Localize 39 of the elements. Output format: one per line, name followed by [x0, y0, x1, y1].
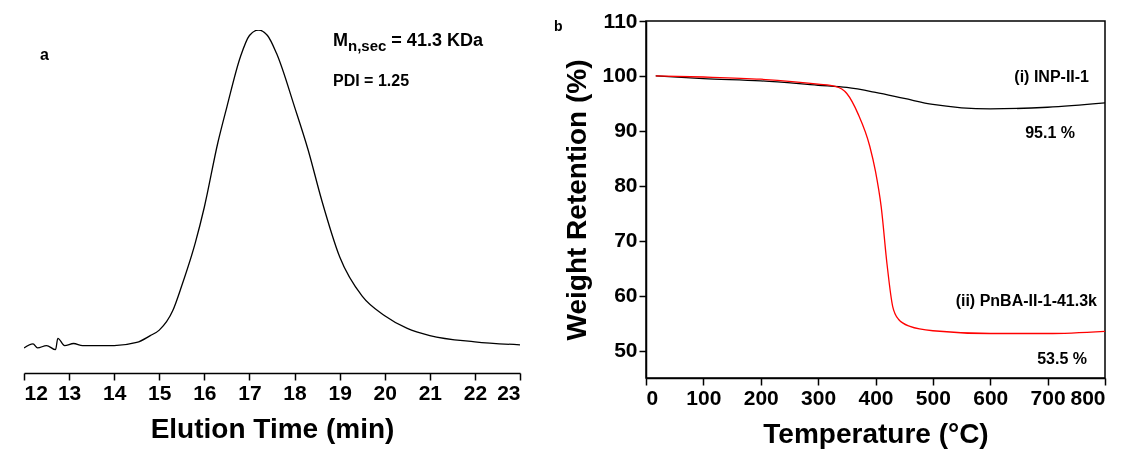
x-tick-label: 19: [328, 380, 352, 404]
annotation: a: [40, 46, 49, 64]
x-tick-label: 600: [973, 385, 1009, 409]
annotation: 53.5 %: [1037, 350, 1087, 368]
y-tick-label: 90: [614, 118, 638, 142]
annotation: M$_{n,sec}$ = 41.3 KDa: [333, 30, 483, 54]
x-tick-label: 16: [193, 380, 217, 404]
y-tick-label: 80: [614, 173, 638, 197]
y-tick-label: 70: [614, 228, 638, 252]
y-tick-label: 60: [614, 283, 638, 307]
x-tick-label: 15: [148, 380, 172, 404]
y-tick-label: 50: [614, 338, 638, 362]
x-tick-label: 0: [646, 385, 659, 409]
x-tick-label: 14: [103, 380, 127, 404]
annotation: 95.1 %: [1025, 123, 1075, 141]
y-tick-label: 110: [603, 8, 638, 32]
x-tick-label: 100: [686, 385, 722, 409]
y-tick-label: 100: [602, 63, 638, 87]
x-tick-label: 23: [497, 380, 521, 404]
x-tick-label: 13: [57, 380, 82, 404]
x-tick-label: 200: [743, 385, 779, 409]
series-label: (i) INP-II-1: [1014, 67, 1090, 85]
series-label: (ii) PnBA-II-1-41.3k: [955, 292, 1098, 310]
x-tick-label: 12: [24, 380, 48, 404]
x-tick-label: 21: [418, 380, 443, 404]
x-tick-label: 300: [801, 385, 837, 409]
y-axis-title: Weight Retention (%): [561, 59, 593, 341]
x-tick-label: 17: [238, 380, 262, 404]
x-tick-label: 500: [915, 385, 951, 409]
x-tick-label: 18: [283, 380, 308, 404]
text: b: [554, 18, 563, 34]
x-tick-label: 400: [858, 385, 894, 409]
x-tick-label: 800: [1070, 385, 1106, 409]
annotation: PDI = 1.25: [333, 72, 410, 90]
x-axis-title: Elution Time (min): [150, 412, 395, 444]
x-axis-title: Temperature (°C): [763, 417, 989, 449]
x-tick-label: 22: [463, 380, 488, 404]
x-tick-label: 700: [1030, 385, 1066, 409]
x-tick-label: 20: [373, 380, 397, 404]
